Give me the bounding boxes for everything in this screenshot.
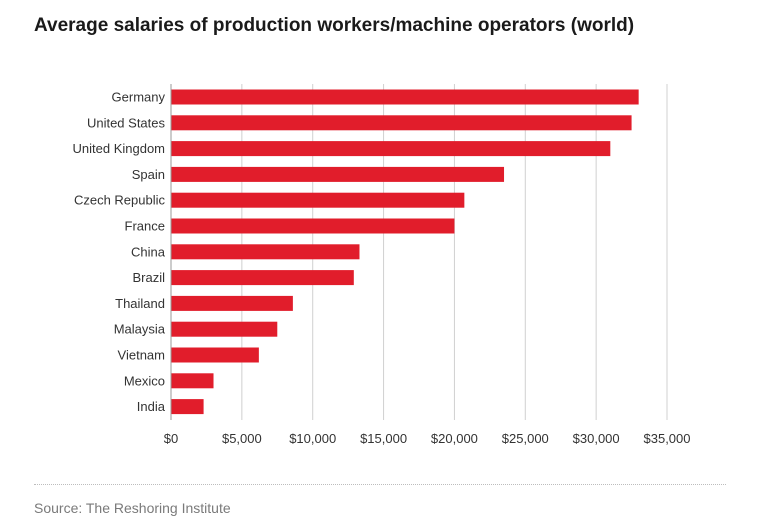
x-tick-label: $10,000 xyxy=(289,431,336,446)
bar-mexico xyxy=(171,373,214,389)
bar-czech-republic xyxy=(171,192,465,208)
x-tick-label: $15,000 xyxy=(360,431,407,446)
category-label: Mexico xyxy=(124,373,165,388)
x-tick-label: $0 xyxy=(164,431,178,446)
bar-vietnam xyxy=(171,347,259,363)
bar-chart: $0 $5,000 $10,000 $15,000 $20,000 $25,000 $30,… xyxy=(73,84,691,446)
bar-germany xyxy=(171,89,639,105)
bar-france xyxy=(171,218,455,234)
x-tick-label: $5,000 xyxy=(222,431,262,446)
category-label: United States xyxy=(87,115,166,130)
category-label: Brazil xyxy=(132,270,165,285)
category-label: Thailand xyxy=(115,296,165,311)
bar-united-states xyxy=(171,115,632,131)
x-tick-label: $35,000 xyxy=(644,431,691,446)
bar-brazil xyxy=(171,270,354,286)
x-tick-label: $20,000 xyxy=(431,431,478,446)
bar-china xyxy=(171,244,360,260)
bar-malaysia xyxy=(171,321,278,337)
source-note: Source: The Reshoring Institute xyxy=(34,500,231,516)
category-label: Spain xyxy=(132,167,165,182)
category-label: Germany xyxy=(112,90,166,105)
bar-spain xyxy=(171,166,505,182)
bar-united-kingdom xyxy=(171,141,611,157)
bar-india xyxy=(171,399,204,415)
category-label: China xyxy=(131,244,166,259)
category-label: Czech Republic xyxy=(74,193,166,208)
x-tick-label: $30,000 xyxy=(573,431,620,446)
category-label: France xyxy=(125,219,165,234)
x-tick-label: $25,000 xyxy=(502,431,549,446)
chart-title: Average salaries of production workers/m… xyxy=(34,15,635,36)
category-label: United Kingdom xyxy=(73,141,166,156)
bar-thailand xyxy=(171,295,293,311)
category-label: India xyxy=(137,399,166,414)
divider xyxy=(34,484,726,485)
category-label: Malaysia xyxy=(114,322,166,337)
category-label: Vietnam xyxy=(118,348,165,363)
